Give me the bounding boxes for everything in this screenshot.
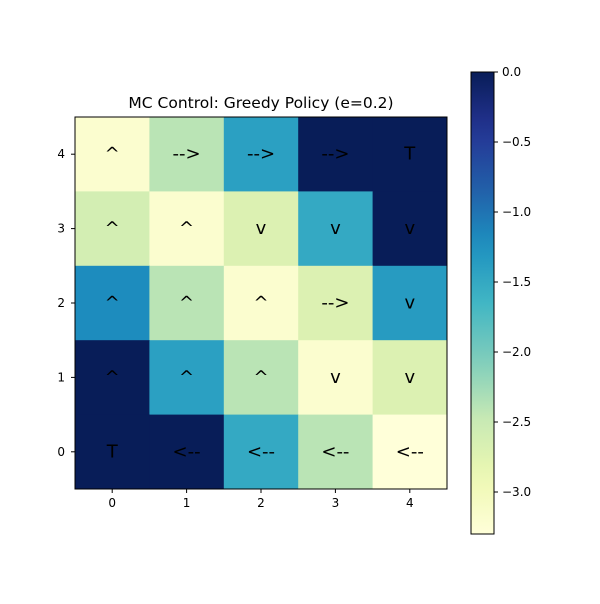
policy-arrow-label: --> <box>173 144 201 165</box>
colorbar-tick-label: 0.0 <box>502 65 521 79</box>
heatmap-cell-4-1 <box>149 117 225 192</box>
heatmap-cell-4-4 <box>372 117 448 192</box>
colorbar-tick-label: −1.0 <box>502 205 531 219</box>
policy-arrow-label: v <box>404 367 415 388</box>
heatmap-cell-1-2 <box>223 340 299 416</box>
y-tick-label: 2 <box>57 296 65 310</box>
policy-arrow-label: T <box>106 441 119 462</box>
heatmap-cell-4-3 <box>298 117 374 192</box>
policy-arrow-label: <-- <box>396 441 424 462</box>
heatmap-cell-3-0 <box>75 191 150 267</box>
heatmap-cell-3-3 <box>298 191 374 267</box>
colorbar-ticks: 0.0 −0.5 −1.0 −1.5 −2.0 −2.5 −3.0 <box>494 65 531 499</box>
policy-arrow-label: ^ <box>105 144 120 165</box>
heatmap-cell-2-2 <box>223 265 299 341</box>
x-tick-label: 0 <box>108 496 116 510</box>
y-tick-label: 1 <box>57 370 65 384</box>
policy-arrow-label: v <box>404 293 415 314</box>
heatmap-cell-4-0 <box>75 117 150 192</box>
policy-arrows: ^ --> --> --> T ^ ^ v v v ^ ^ ^ --> v ^ ^ ^ v v T <-- <-- <-- <-… <box>105 144 424 463</box>
policy-arrow-label: v <box>330 367 341 388</box>
heatmap-cell-2-3 <box>298 265 374 341</box>
heatmap-cell-1-4 <box>372 340 448 416</box>
policy-arrow-label: ^ <box>179 293 194 314</box>
heatmap-cell-1-0 <box>75 340 150 416</box>
policy-arrow-label: --> <box>321 293 349 314</box>
heatmap-cell-0-0 <box>75 414 150 490</box>
y-tick-label: 0 <box>57 445 65 459</box>
heatmap-cell-1-1 <box>149 340 225 416</box>
policy-arrow-label: v <box>404 218 415 239</box>
policy-arrow-label: ^ <box>253 293 268 314</box>
policy-arrow-label: <-- <box>321 441 349 462</box>
policy-arrow-label: ^ <box>179 367 194 388</box>
heatmap-cell-0-1 <box>149 414 225 490</box>
policy-arrow-label: ^ <box>179 218 194 239</box>
x-tick-label: 2 <box>257 496 265 510</box>
heatmap-cell-3-4 <box>372 191 448 267</box>
colorbar-tick-label: −2.0 <box>502 345 531 359</box>
heatmap-cell-1-3 <box>298 340 374 416</box>
policy-arrow-label: ^ <box>105 293 120 314</box>
colorbar <box>470 71 495 535</box>
policy-arrow-label: T <box>403 144 416 165</box>
y-axis: 0 1 2 3 4 <box>57 147 75 459</box>
colorbar-tick-label: −3.0 <box>502 485 531 499</box>
heatmap-cell-0-4 <box>372 414 448 490</box>
heatmap-cell-2-1 <box>149 265 225 341</box>
y-tick-label: 4 <box>57 147 65 161</box>
y-tick-label: 3 <box>57 222 65 236</box>
heatmap-cell-2-4 <box>372 265 448 341</box>
colorbar-tick-label: −2.5 <box>502 415 531 429</box>
policy-arrow-label: --> <box>321 144 349 165</box>
colorbar-tick-label: −0.5 <box>502 135 531 149</box>
heatmap-cells <box>75 117 448 490</box>
policy-arrow-label: <-- <box>173 441 201 462</box>
x-tick-label: 4 <box>406 496 414 510</box>
heatmap-cell-0-2 <box>223 414 299 490</box>
x-tick-label: 1 <box>183 496 191 510</box>
colorbar-tick-label: −1.5 <box>502 275 531 289</box>
chart-title: MC Control: Greedy Policy (e=0.2) <box>128 94 393 112</box>
heatmap-cell-4-2 <box>223 117 299 192</box>
policy-arrow-label: ^ <box>105 218 120 239</box>
heatmap-cell-3-2 <box>223 191 299 267</box>
heatmap-cell-0-3 <box>298 414 374 490</box>
x-axis: 0 1 2 3 4 <box>108 489 414 510</box>
heatmap-cell-3-1 <box>149 191 225 267</box>
policy-arrow-label: v <box>330 218 341 239</box>
x-tick-label: 3 <box>332 496 340 510</box>
policy-arrow-label: --> <box>247 144 275 165</box>
policy-arrow-label: <-- <box>247 441 275 462</box>
policy-arrow-label: ^ <box>105 367 120 388</box>
policy-arrow-label: ^ <box>253 367 268 388</box>
policy-arrow-label: v <box>256 218 267 239</box>
heatmap-cell-2-0 <box>75 265 150 341</box>
